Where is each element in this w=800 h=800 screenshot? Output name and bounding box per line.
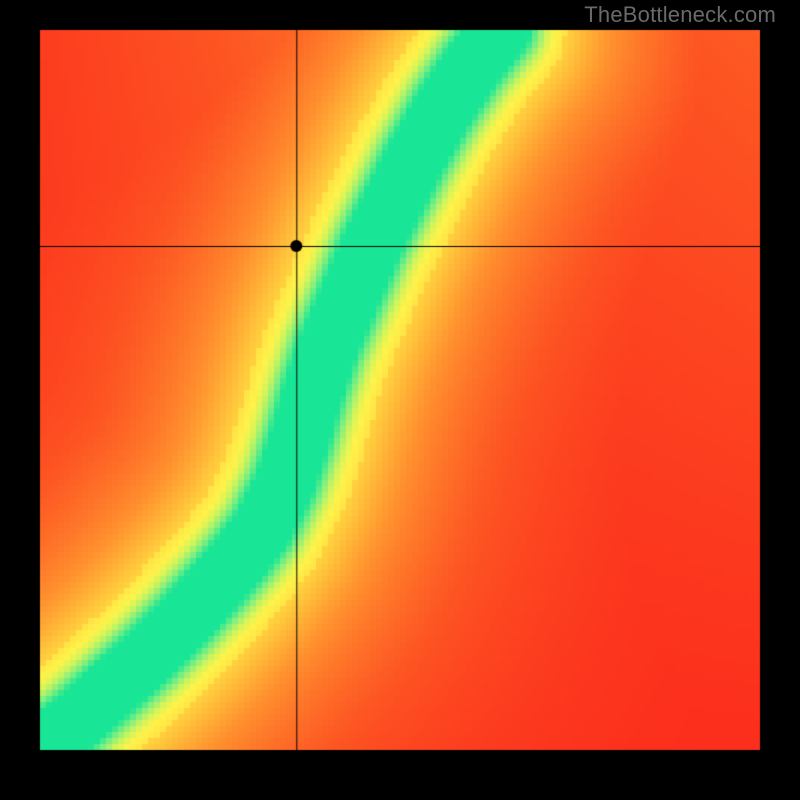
bottleneck-heatmap [0, 0, 800, 800]
watermark-text: TheBottleneck.com [584, 2, 776, 28]
root-container: TheBottleneck.com [0, 0, 800, 800]
